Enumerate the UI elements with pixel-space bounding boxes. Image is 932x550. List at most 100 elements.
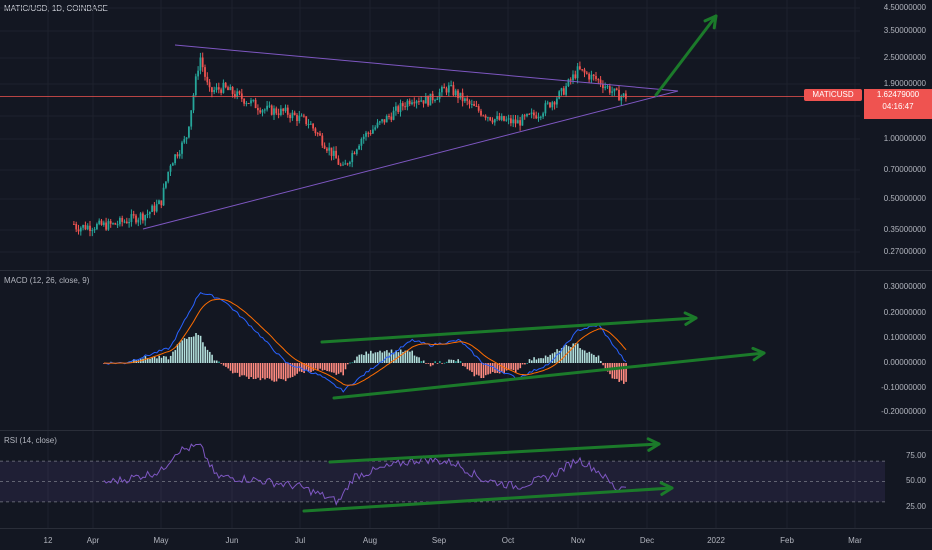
candle-body [358, 145, 361, 150]
candle-body [383, 119, 386, 123]
candle-body [388, 115, 390, 117]
candle-body [562, 88, 565, 95]
candle-body [424, 96, 427, 104]
macd-histogram-bar [190, 337, 193, 363]
macd-histogram-bar [215, 360, 218, 363]
macd-upper-arrow [320, 316, 698, 344]
macd-histogram-bar [429, 363, 432, 367]
candle-body [194, 76, 197, 95]
candle-body [139, 213, 142, 220]
candle-body [201, 57, 204, 68]
rsi-axis-tick: 75.00 [905, 451, 926, 460]
macd-histogram-bar [275, 363, 278, 382]
candle-body [583, 69, 586, 73]
macd-histogram-bar [213, 360, 216, 363]
price-tag-countdown: 04:16:47 [882, 102, 914, 111]
candle-body [491, 120, 494, 123]
candle-body [404, 106, 407, 108]
time-axis-tick: Aug [362, 536, 378, 545]
candle-body [289, 114, 292, 119]
macd-histogram-bar [422, 360, 425, 363]
macd-histogram-bar [390, 349, 393, 363]
candle-body [457, 90, 459, 99]
macd-histogram-bar [413, 355, 416, 363]
candle-body [243, 98, 246, 104]
macd-histogram-bar [409, 351, 411, 363]
macd-histogram-bar [321, 363, 324, 371]
candle-body [482, 115, 485, 117]
candle-body [174, 154, 177, 164]
macd-histogram-bar [439, 361, 441, 363]
candle-body [121, 217, 124, 222]
candle-body [75, 224, 78, 230]
macd-histogram-bar [356, 356, 358, 363]
macd-histogram-bar [232, 363, 234, 374]
candle-body [298, 115, 301, 122]
lower-trendline [142, 90, 679, 230]
macd-histogram-bar [278, 363, 280, 379]
macd-histogram-bar [583, 350, 586, 363]
macd-histogram-bar [349, 362, 351, 364]
candle-body [615, 88, 618, 90]
candle-body [342, 164, 344, 166]
candle-body [539, 116, 542, 118]
candle-body [399, 103, 402, 112]
candle-body [109, 221, 112, 224]
candle-body [418, 101, 420, 103]
candle-body [291, 112, 294, 119]
macd-histogram-bar [616, 363, 618, 379]
time-axis-separator [0, 528, 932, 529]
price-axis-tick: 0.35000000 [883, 225, 926, 234]
macd-histogram-bar [600, 360, 602, 363]
macd-histogram-bar [248, 363, 250, 379]
macd-histogram-bar [142, 358, 144, 363]
candle-body [574, 74, 577, 79]
macd-histogram-bar [236, 363, 239, 373]
candle-body [257, 108, 259, 111]
macd-histogram-bar [560, 348, 563, 363]
macd-histogram-bar [340, 363, 342, 373]
candle-body [599, 79, 602, 85]
macd-histogram-bar [480, 363, 482, 379]
macd-histogram-bar [510, 363, 512, 370]
macd-histogram-bar [330, 363, 333, 373]
price-axis-tick: 1.00000000 [883, 134, 926, 143]
candle-body [227, 87, 229, 91]
candle-body [537, 116, 540, 119]
macd-histogram-bar [586, 352, 588, 363]
time-axis-tick: 12 [43, 536, 53, 545]
candle-body [369, 133, 372, 135]
macd-histogram-bar [549, 354, 551, 363]
macd-histogram-bar [317, 363, 319, 370]
candle-body [181, 142, 183, 154]
pane-separator-rsi[interactable] [0, 430, 932, 431]
candle-body [613, 88, 616, 92]
candle-body [553, 102, 556, 105]
price-axis-tick: 2.50000000 [883, 53, 926, 62]
macd-histogram-bar [563, 345, 565, 363]
candle-body [91, 230, 94, 232]
candle-body [585, 72, 588, 74]
rsi-upper-arrow [328, 442, 661, 464]
macd-histogram-bar [434, 361, 436, 363]
macd-histogram-bar [296, 363, 298, 374]
macd-histogram-bar [535, 359, 538, 363]
macd-histogram-bar [445, 361, 448, 363]
macd-histogram-bar [547, 356, 549, 363]
macd-histogram-bar [450, 359, 453, 363]
candle-body [312, 123, 315, 129]
candle-body [259, 110, 262, 113]
macd-histogram-bar [324, 363, 326, 370]
macd-histogram-bar [294, 363, 296, 376]
pane-separator-macd[interactable] [0, 270, 932, 271]
macd-histogram-bar [174, 350, 177, 363]
macd-histogram-bar [301, 363, 303, 372]
candle-body [496, 116, 499, 120]
macd-histogram-bar [209, 351, 211, 363]
candle-body [84, 225, 87, 230]
candle-body [171, 163, 174, 166]
candle-body [595, 76, 597, 80]
macd-lower-arrow [332, 351, 766, 400]
macd-axis-tick: 0.00000000 [883, 358, 926, 367]
